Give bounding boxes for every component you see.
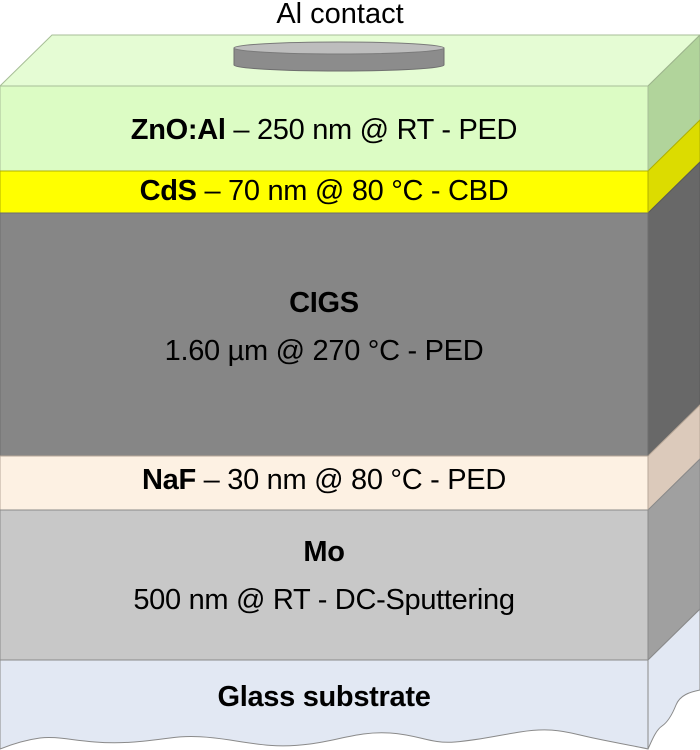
naf-layer-label: NaF – 30 nm @ 80 °C - PED (0, 463, 648, 497)
naf-layer-detail: – 30 nm @ 80 °C - PED (195, 464, 507, 496)
zno-layer-detail: – 250 nm @ RT - PED (225, 114, 518, 146)
mo-layer-detail: 500 nm @ RT - DC-Sputtering (133, 584, 515, 616)
al-contact-disk (233, 41, 445, 72)
glass-front-face (0, 659, 649, 750)
cigs-front-face (0, 212, 649, 457)
cigs-layer-name: CIGS (0, 286, 648, 320)
naf-layer-name: NaF (142, 464, 196, 496)
naf-front-face (0, 455, 649, 511)
cds-layer-detail: – 70 nm @ 80 °C - CBD (196, 175, 509, 207)
al-contact-label: Al contact (276, 0, 404, 30)
mo-layer-name: Mo (0, 535, 648, 569)
cds-layer-name: CdS (139, 175, 197, 207)
zno-layer-label: ZnO:Al – 250 nm @ RT - PED (0, 113, 648, 147)
mo-front-face (0, 509, 649, 661)
glass-layer-name: Glass substrate (0, 680, 648, 714)
zno-layer-name: ZnO:Al (130, 114, 226, 146)
cigs-side-face (647, 161, 700, 458)
cigs-layer-detail: 1.60 µm @ 270 °C - PED (164, 335, 484, 367)
cigs-layer-name-text: CIGS (289, 287, 359, 319)
glass-side-face (647, 608, 700, 750)
mo-layer-name-text: Mo (303, 536, 345, 568)
cds-layer-label: CdS – 70 nm @ 80 °C - CBD (0, 174, 648, 208)
glass-layer-name-text: Glass substrate (217, 681, 431, 713)
zno-front-face (0, 85, 649, 172)
